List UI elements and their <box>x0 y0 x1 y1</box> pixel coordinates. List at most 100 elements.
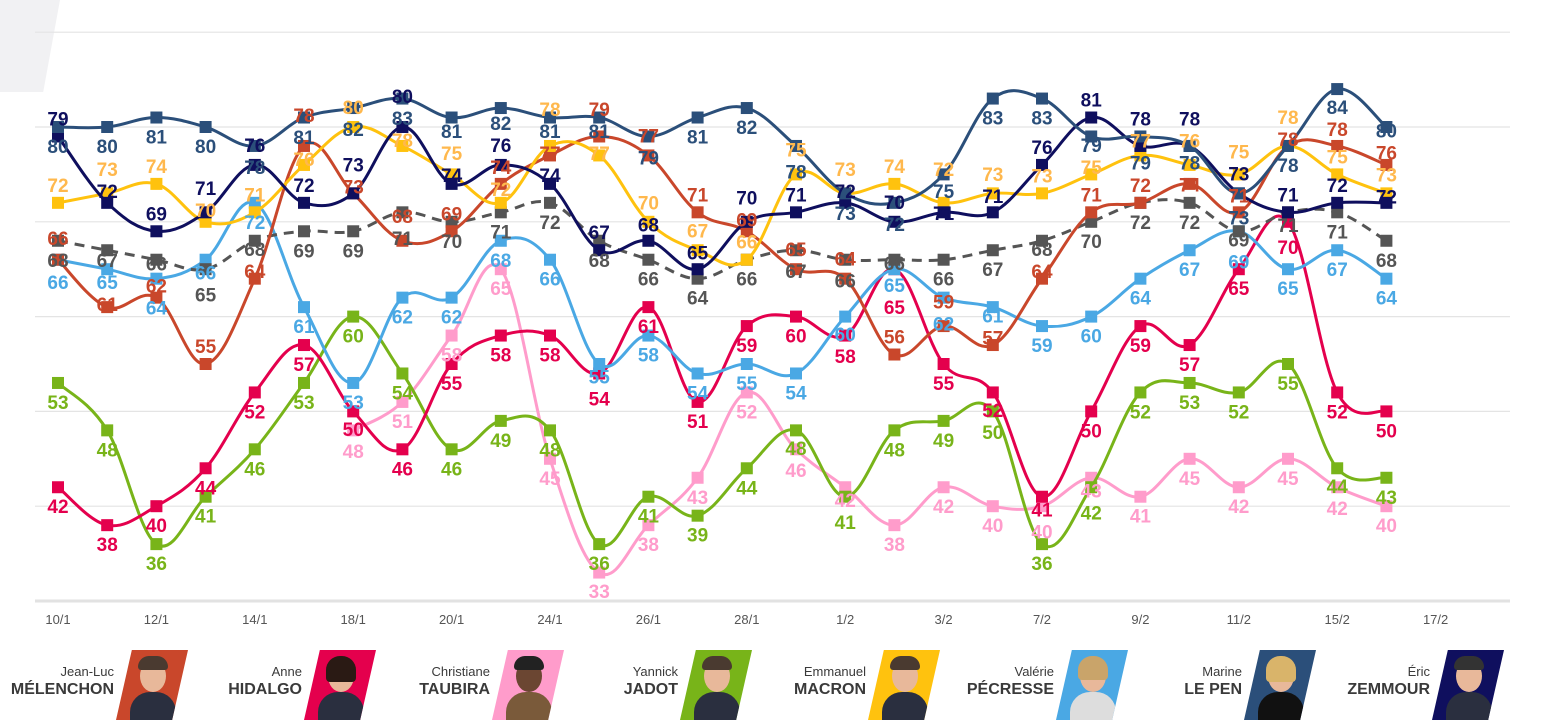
data-label-lepen: 79 <box>638 148 659 169</box>
data-label-lepen: 81 <box>539 122 561 143</box>
data-point-melenchon <box>1036 272 1048 285</box>
data-label-zemmour: 72 <box>1327 176 1348 197</box>
candidate-photo <box>1432 650 1504 720</box>
data-label-jadot: 46 <box>441 459 462 480</box>
data-label-macron: 78 <box>1277 108 1298 129</box>
data-label-taubira: 40 <box>1376 516 1397 537</box>
data-label-macron: 73 <box>1376 165 1397 186</box>
data-point-macron <box>888 177 901 190</box>
data-label-lepen: 73 <box>1228 209 1249 230</box>
data-label-jadot: 52 <box>1228 402 1249 423</box>
data-point-jadot <box>1085 481 1098 494</box>
data-label-macron: 76 <box>293 150 314 171</box>
data-point-pecresse <box>544 253 556 266</box>
data-label-macron: 66 <box>736 233 757 254</box>
data-point-melenchon <box>642 149 655 162</box>
data-point-zemmour <box>1331 196 1344 209</box>
data-label-taubira: 51 <box>392 412 414 433</box>
x-tick-label: 11/2 <box>1227 612 1251 627</box>
data-point-taubira <box>1331 481 1344 494</box>
data-label-others: 71 <box>392 229 414 250</box>
data-label-others: 71 <box>1277 216 1299 237</box>
line-chart: 10/1 12/1 14/1 18/1 20/1 24/1 26/1 28/1 1/2 3/2 7/… <box>35 31 1510 627</box>
data-label-others: 69 <box>1228 231 1249 252</box>
data-label-lepen: 80 <box>47 137 68 158</box>
data-point-hidalgo <box>937 358 950 370</box>
data-label-taubira: 42 <box>835 491 856 512</box>
data-point-hidalgo <box>347 405 360 418</box>
data-point-others <box>298 225 310 238</box>
data-label-melenchon: 68 <box>392 207 413 228</box>
data-point-jadot <box>248 443 261 456</box>
data-label-jadot: 46 <box>244 459 265 480</box>
data-point-lepen <box>1183 139 1196 152</box>
data-point-hidalgo <box>1331 386 1344 399</box>
data-point-pecresse <box>1134 272 1147 285</box>
data-point-taubira <box>1036 500 1048 513</box>
legend-last-name: MÉLENCHON <box>10 681 114 698</box>
data-point-hidalgo <box>1183 339 1196 352</box>
x-axis-tick-labels: 10/1 12/1 14/1 18/1 20/1 24/1 26/1 28/1 1/2 3/2 7/… <box>45 612 1448 627</box>
data-label-zemmour: 65 <box>687 244 709 265</box>
data-label-zemmour: 79 <box>47 109 68 130</box>
data-label-jadot: 36 <box>1031 554 1052 575</box>
data-label-melenchon: 57 <box>982 329 1003 350</box>
data-label-others: 66 <box>736 270 757 291</box>
data-label-melenchon: 69 <box>736 211 757 232</box>
data-label-pecresse: 72 <box>244 213 265 234</box>
data-point-jadot <box>1134 386 1147 399</box>
data-point-macron <box>101 187 114 200</box>
candidate-photo <box>304 650 376 720</box>
data-label-jadot: 54 <box>392 383 414 404</box>
data-point-taubira <box>740 386 753 399</box>
data-label-others: 71 <box>1327 222 1349 243</box>
data-label-taubira: 38 <box>638 535 659 556</box>
data-point-macron <box>150 177 163 190</box>
data-label-zemmour: 72 <box>1376 187 1397 208</box>
x-tick-label: 10/1 <box>45 612 70 627</box>
data-label-hidalgo: 57 <box>1179 355 1200 376</box>
x-tick-label: 1/2 <box>836 612 854 627</box>
data-label-jadot: 41 <box>835 513 857 534</box>
data-point-others <box>937 253 950 266</box>
data-point-jadot <box>790 424 802 437</box>
data-point-melenchon <box>986 339 999 352</box>
data-label-melenchon: 65 <box>785 240 807 261</box>
data-point-hidalgo <box>1134 320 1147 333</box>
data-label-lepen: 78 <box>1277 156 1298 177</box>
data-label-jadot: 43 <box>1376 488 1397 509</box>
data-label-zemmour: 71 <box>1277 185 1299 206</box>
data-label-pecresse: 55 <box>589 368 611 389</box>
data-point-zemmour <box>1036 158 1048 171</box>
data-label-hidalgo: 54 <box>589 390 611 411</box>
data-label-melenchon: 74 <box>490 158 512 179</box>
data-label-others: 66 <box>933 270 954 291</box>
data-label-others: 68 <box>1376 251 1397 272</box>
data-point-macron <box>1380 187 1393 200</box>
candidate-photo <box>492 650 564 720</box>
data-point-pecresse <box>347 376 360 389</box>
data-label-taubira: 43 <box>1081 482 1102 503</box>
data-point-jadot <box>52 376 64 389</box>
data-label-pecresse: 60 <box>835 325 856 346</box>
data-point-macron <box>1134 149 1147 162</box>
data-label-lepen: 82 <box>343 120 364 141</box>
data-label-zemmour: 76 <box>1031 138 1052 159</box>
data-point-lepen <box>248 139 261 152</box>
data-label-macron: 72 <box>933 160 954 181</box>
data-point-melenchon <box>1331 139 1344 152</box>
data-label-macron: 77 <box>589 144 610 165</box>
legend-item-pecresse: Valérie PÉCRESSE <box>940 640 1130 721</box>
legend-first-name: Valérie <box>1014 664 1054 679</box>
data-point-jadot <box>691 509 704 522</box>
data-label-lepen: 83 <box>392 109 413 130</box>
data-point-others <box>396 206 409 219</box>
data-label-lepen: 81 <box>687 128 709 149</box>
data-point-melenchon <box>396 234 409 247</box>
data-label-pecresse: 54 <box>785 383 807 404</box>
data-point-melenchon <box>1380 158 1393 171</box>
data-point-melenchon <box>790 263 802 276</box>
data-label-pecresse: 62 <box>392 308 413 329</box>
data-label-jadot: 44 <box>1327 477 1349 498</box>
data-label-macron: 75 <box>1081 158 1103 179</box>
